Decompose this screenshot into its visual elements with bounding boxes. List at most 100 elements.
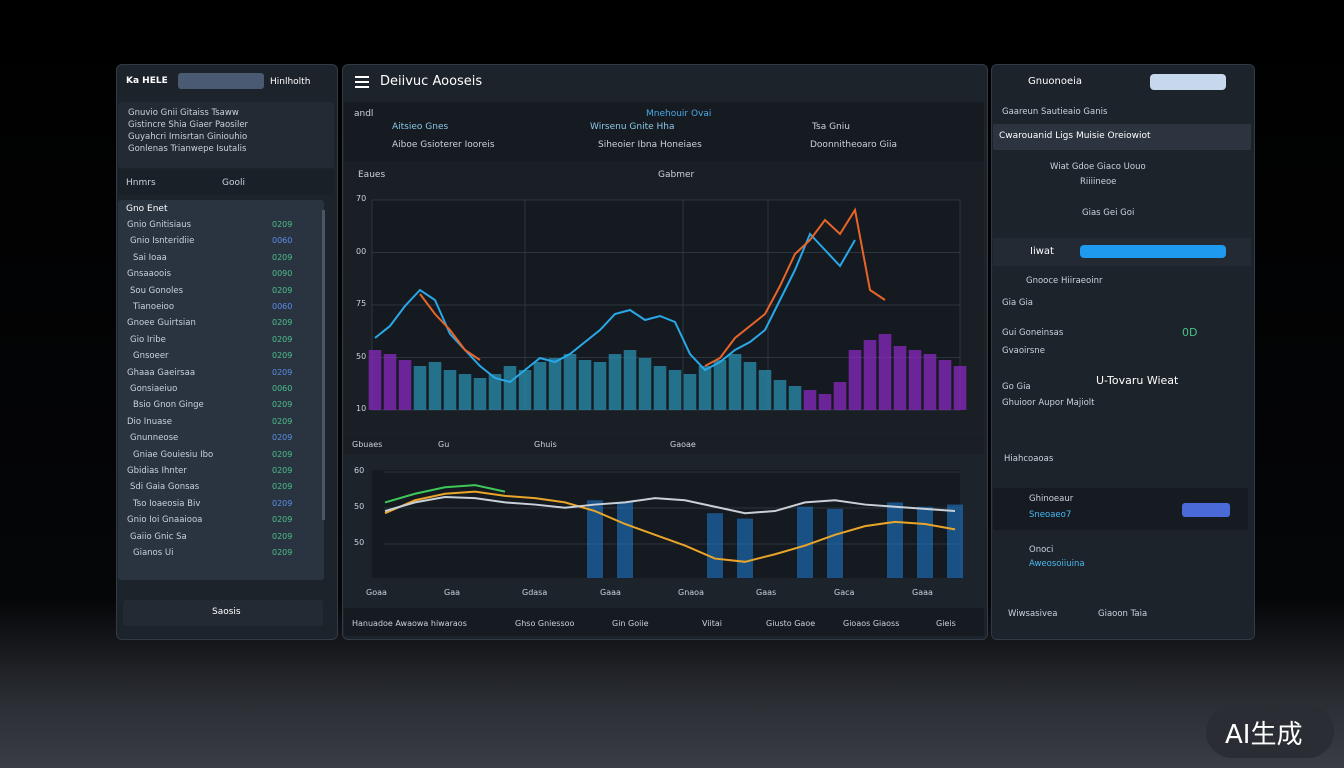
line	[419, 207, 886, 367]
bar	[713, 360, 727, 410]
label: Guyahcri Irnisrtan Giniouhio	[128, 132, 248, 142]
footer-cell: Gieis	[936, 619, 956, 628]
bar	[458, 374, 472, 410]
list-box	[118, 200, 324, 580]
list-item[interactable]: Gbidias Ihnter	[127, 466, 187, 476]
list-value: 0209	[272, 498, 293, 508]
subtitle: Gaareun Sautieaio Ganis	[1002, 107, 1108, 117]
footer-label: Gbuaes	[352, 440, 383, 449]
toggle	[1182, 503, 1230, 517]
list-item[interactable]: Tso Ioaeosia Biv	[133, 498, 201, 509]
bar	[698, 366, 712, 410]
list-item[interactable]: Sdi Gaia Gonsas	[130, 482, 200, 493]
list-value: 0060	[272, 384, 293, 393]
list-value: 0060	[272, 236, 293, 246]
row: Gias Gei Goi	[1082, 208, 1135, 218]
list-item[interactable]: Tianoeioo	[133, 302, 175, 312]
chart-title: Gabmer	[658, 170, 695, 180]
y-tick-label: 75	[356, 299, 367, 308]
label: Ka HELE	[126, 76, 168, 86]
list-item[interactable]: Gaiio Gnic Sa	[130, 531, 187, 542]
bar	[428, 362, 442, 410]
footer-cell: Giusto Gaoe	[766, 619, 816, 628]
list-item[interactable]: Gnio Isnteridiie	[130, 236, 195, 247]
footer-cell: Ghso Gniessoo	[515, 619, 575, 628]
list-item[interactable]: Sou Gonoles	[130, 285, 184, 296]
right-item: Giaoon Taia	[1098, 609, 1148, 619]
bar	[623, 350, 637, 410]
right-item: Gui Goneinsas	[1002, 328, 1064, 338]
right-item: Ghuioor Aupor Majiolt	[1002, 398, 1095, 408]
list-item[interactable]: Ghaaa Gaeirsaa	[127, 367, 196, 378]
button	[123, 600, 323, 626]
header-cell: Tsa Gniu	[812, 122, 850, 132]
y-tick-label: 60	[354, 466, 365, 475]
bar	[653, 366, 667, 410]
list-item[interactable]: Gnunneose	[130, 433, 179, 444]
list-item[interactable]: Sai Ioaa	[133, 252, 167, 263]
scrollbar	[322, 210, 325, 520]
button[interactable]: Saosis	[212, 607, 241, 617]
list-item[interactable]: Gnio Ioi Gnaaiooa	[127, 515, 203, 526]
bar	[848, 350, 862, 410]
filter-label: Hnmrs	[126, 178, 156, 188]
list-item[interactable]: Bsio Gnon Ginge	[133, 400, 204, 411]
bar	[827, 508, 843, 578]
right-item: Aweosoiiuina	[1029, 559, 1085, 569]
x-tick-label: Gaca	[834, 588, 855, 597]
y-tick-label: 70	[356, 194, 367, 203]
chart-label: Eaues	[358, 170, 386, 180]
list-item[interactable]: Gnsoeer	[133, 351, 169, 362]
list-item[interactable]: Gonsiaeiuo	[130, 384, 178, 394]
list-value: 0209	[272, 466, 293, 475]
line	[384, 490, 956, 563]
filter-row	[118, 170, 334, 195]
bar	[887, 502, 903, 578]
bar	[893, 346, 907, 410]
list-title: Gno Enet	[126, 204, 168, 214]
list-item[interactable]: Gio Iribe	[130, 334, 166, 345]
bar	[803, 390, 817, 410]
x-tick-label: Gnaoa	[678, 588, 704, 597]
list-value: 0209	[272, 351, 293, 361]
list-value: 0090	[272, 269, 293, 279]
bar	[758, 370, 772, 410]
list-value: 0060	[272, 302, 293, 311]
list-item[interactable]: Dio Inuase	[127, 416, 172, 427]
right-panel	[991, 64, 1255, 640]
bar	[413, 366, 427, 410]
list-value: 0209	[272, 548, 293, 557]
header-cell: Doonnitheoaro Giia	[810, 140, 898, 150]
bar	[788, 386, 802, 410]
right-item[interactable]: Onoci	[1029, 545, 1054, 555]
list-item[interactable]: Gnsaaoois	[127, 269, 172, 280]
list-value: 0209	[272, 482, 293, 492]
x-tick-label: Gaaa	[912, 588, 933, 597]
menu-icon	[355, 76, 369, 78]
list-value: 0209	[272, 367, 293, 377]
list-item[interactable]: Gnoee Guirtsian	[127, 318, 196, 329]
y-tick-label: 50	[356, 351, 367, 361]
bar	[398, 360, 412, 410]
footer-cell: Hanuadoe Awaowa hiwaraos	[352, 619, 467, 628]
bar	[818, 394, 832, 410]
list-item[interactable]: Gianos Ui	[133, 548, 174, 558]
bar	[608, 354, 622, 410]
search-input	[1150, 74, 1226, 90]
right-item: Gnooce Hiiraeoinr	[1026, 276, 1103, 286]
right-item[interactable]: Sneoaeo7	[1029, 510, 1072, 520]
list-value: 0209	[272, 515, 293, 525]
bar	[743, 362, 757, 410]
bar	[503, 366, 517, 410]
bar	[593, 362, 607, 410]
footer-label: Ghuis	[534, 440, 557, 449]
menu-icon	[355, 81, 369, 83]
line	[374, 232, 856, 384]
bar	[707, 513, 723, 578]
y-tick-label: 50	[354, 538, 365, 547]
list-item[interactable]: Gnio Gnitisiaus	[127, 220, 192, 230]
list-value: 0209	[272, 531, 293, 541]
list-item[interactable]: Gniae Gouiesiu Ibo	[133, 449, 214, 460]
